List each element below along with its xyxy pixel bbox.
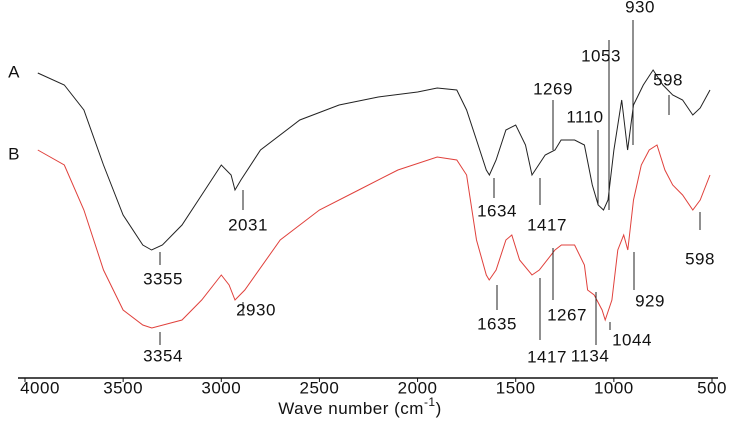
annotation-label: 1634 [477,201,517,220]
annotation-label: 3354 [143,346,183,365]
annotation-label: 1417 [527,215,567,234]
spectrum-line [37,69,711,251]
annotation-label: 2930 [236,300,276,319]
x-tick-label: 2000 [398,378,438,397]
annotation-label: 1134 [571,346,610,365]
annotation-label: 1110 [566,107,603,126]
annotation-label: 1267 [547,305,587,324]
annotation-label: 930 [625,0,655,16]
annotation-label: 1635 [477,314,517,333]
series-label: B [8,144,20,163]
x-tick-label: 500 [697,378,727,397]
annotation-label: 1053 [581,46,621,65]
x-tick-label: 3000 [201,378,241,397]
annotation-label: 598 [653,70,683,89]
spectrum-line [37,144,711,329]
x-tick-label: 1500 [496,378,536,397]
x-axis-label: Wave number (cm-1) [278,395,442,418]
annotation-label: 598 [685,249,715,268]
x-tick-label: 2500 [300,378,340,397]
x-tick-label: 1000 [594,378,634,397]
annotation-label: 1044 [612,330,652,349]
annotations: 3355 2031 1634 1417 1269 1110 1053 930 598 [143,0,683,288]
annotation-label: 2031 [228,215,268,234]
x-tick-label: 3500 [103,378,143,397]
annotation-label: 3355 [143,269,183,288]
series-label: A [8,62,20,81]
annotation-label: 929 [635,291,665,310]
annotation-label: 1269 [533,79,573,98]
annotation-label: 1417 [527,347,567,366]
x-tick-label: 4000 [20,378,60,397]
